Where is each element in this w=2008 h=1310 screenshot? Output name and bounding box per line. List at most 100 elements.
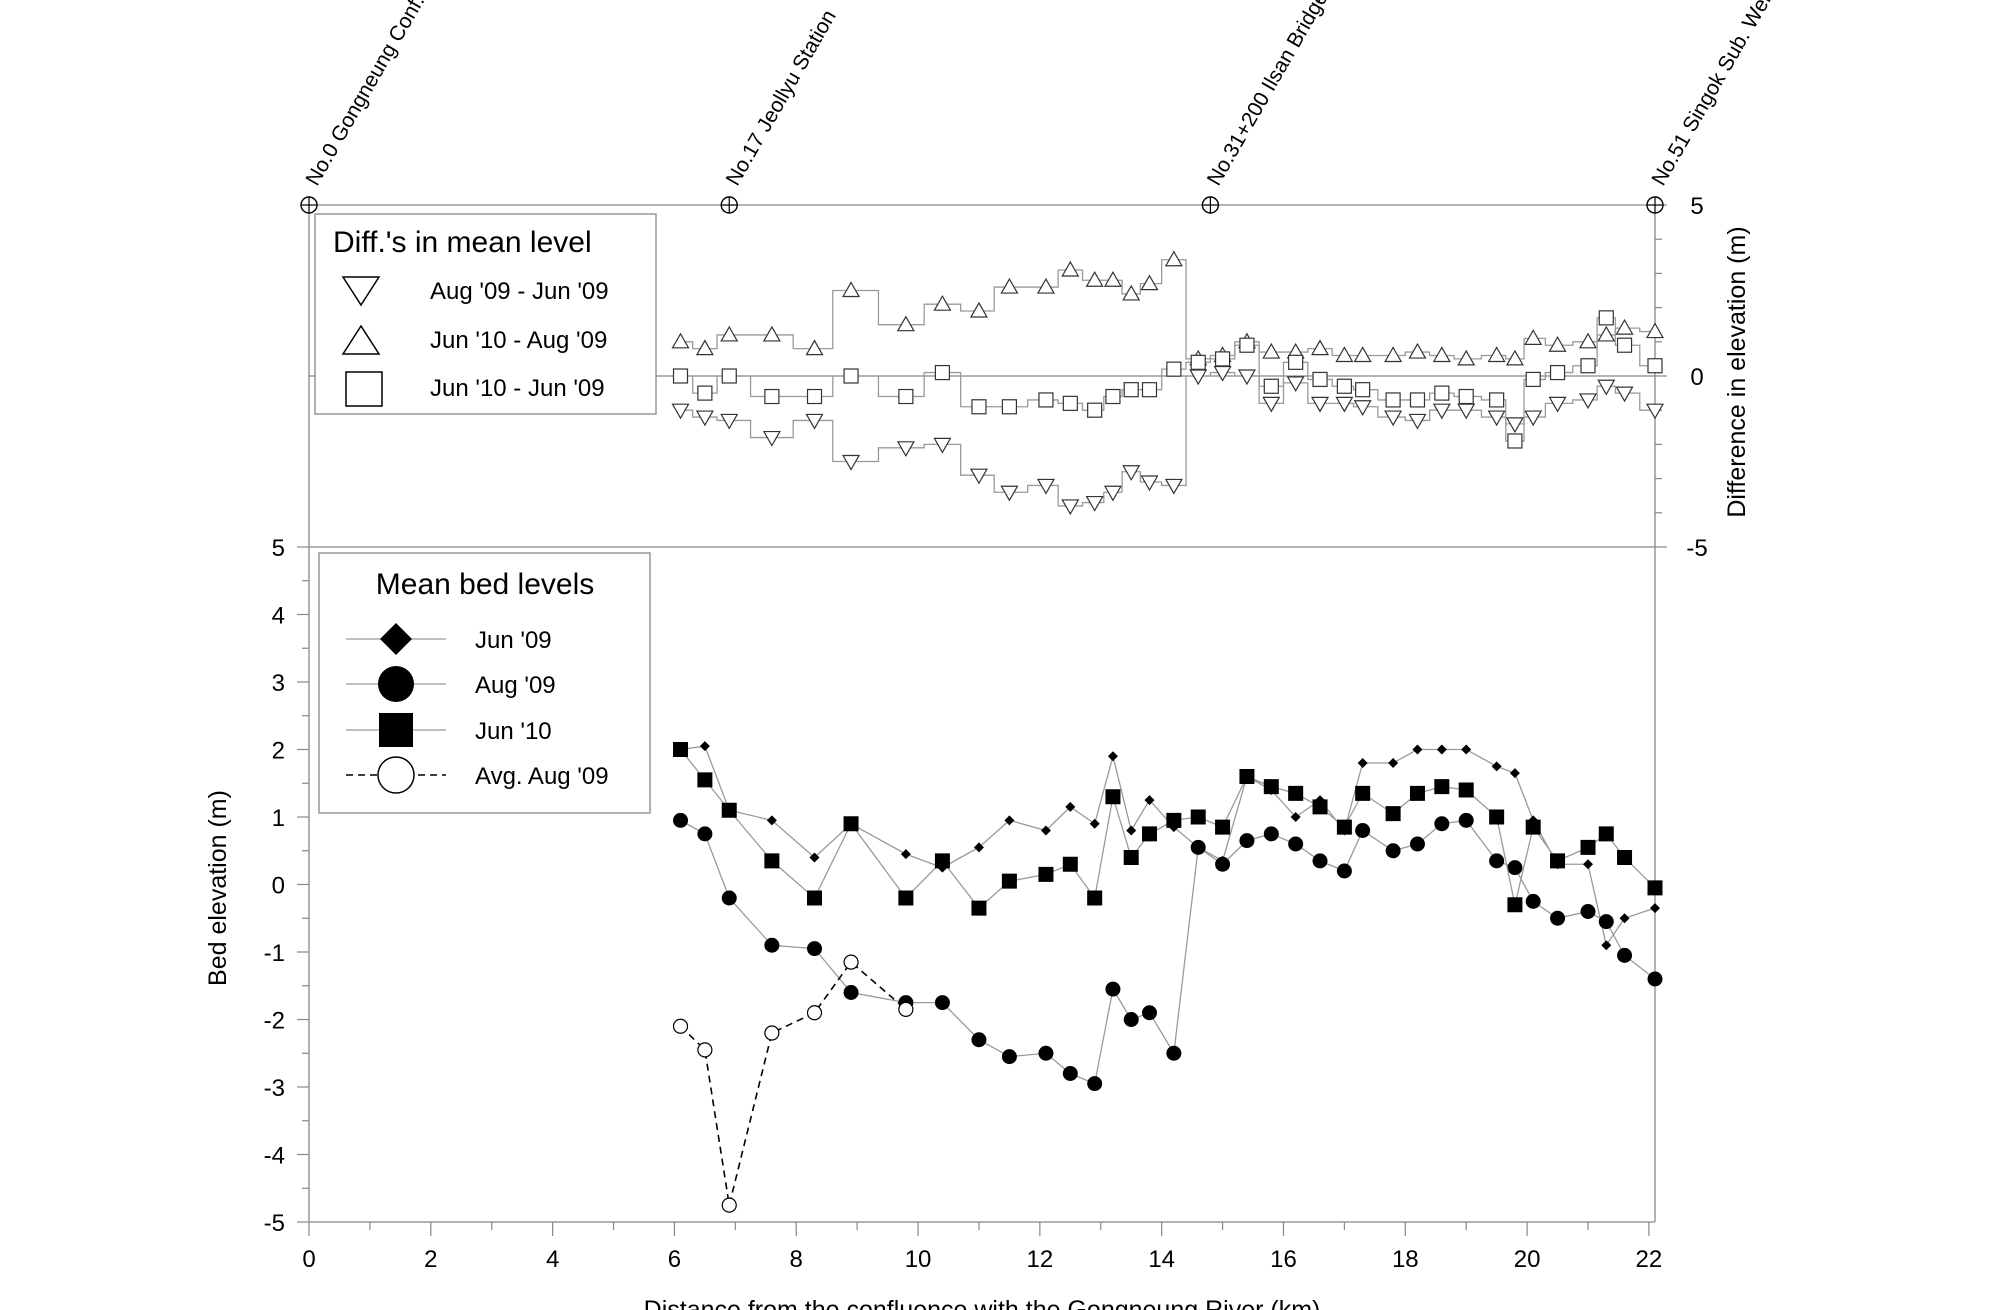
difference-data-point [721,368,737,384]
difference-data-point [1549,364,1566,381]
difference-data-point [1087,402,1103,418]
bed-level-data-point [807,941,823,957]
difference-data-point [1487,410,1506,427]
difference-data-point [1263,378,1279,394]
bed-level-data-point [721,802,737,818]
bed-level-data-point [1619,913,1630,924]
difference-data-point [896,315,915,332]
difference-data-point [1061,499,1080,516]
bed-level-data-point [1458,812,1474,828]
bed-level-data-point [1001,1049,1017,1065]
bed-level-data-point [1385,843,1401,859]
difference-data-point [1122,465,1141,481]
difference-data-point [1548,336,1567,352]
difference-data-point [933,437,952,454]
difference-data-point [969,301,988,318]
bed-elevation-y-tick-label: 1 [272,805,285,832]
bed-elevation-y-tick-label: -3 [264,1075,285,1102]
bed-level-data-point [1336,863,1352,879]
bed-levels-legend-label: Jun '10 [475,718,552,745]
bed-level-data-point [843,816,859,832]
difference-data-point [1489,392,1505,408]
distance-x-tick-label: 16 [1270,1246,1297,1273]
difference-data-point [1000,485,1019,502]
bed-elevation-y-tick-label: -5 [264,1210,285,1237]
bed-level-data-point [1550,853,1566,869]
difference-data-point [1189,369,1208,386]
difference-data-point [1122,284,1141,301]
bed-level-data-point [1087,1076,1103,1092]
bed-level-data-point [1107,751,1118,762]
bed-level-data-point [673,812,689,828]
bed-level-data-point [721,1197,737,1213]
difference-data-point [806,388,823,405]
difference-y-tick-label: 0 [1690,364,1703,391]
bed-level-data-point [1580,839,1596,855]
bed-level-data-point [1507,860,1523,876]
bed-level-data-point [1312,799,1328,815]
bed-level-data-point [1617,947,1633,963]
difference-data-point [1140,475,1159,492]
bed-level-data-point [1215,856,1231,872]
bed-level-data-point [1190,809,1206,825]
bed-level-data-point [971,1032,987,1048]
difference-data-point [1335,346,1354,363]
difference-data-point [969,468,988,485]
bed-level-data-point [1507,897,1523,913]
distance-x-tick-label: 10 [905,1246,932,1273]
bed-level-data-point [934,853,950,869]
bed-level-data-point [1509,768,1520,779]
bed-level-data-point [1089,818,1100,829]
bed-level-data-point [1105,981,1121,997]
bed-level-data-point [1290,812,1301,822]
bed-level-data-point [1001,873,1017,889]
difference-legend-title: Diff.'s in mean level [333,226,592,259]
bed-level-data-point [1357,758,1368,768]
difference-series-1 [671,250,1665,366]
difference-data-point [1408,413,1427,430]
bed-level-data-point [1288,785,1304,801]
difference-data-point [1647,358,1663,374]
difference-data-point [1355,382,1371,398]
difference-data-point [1645,403,1665,420]
bed-level-data-point [809,852,820,863]
bed-level-data-point [1105,789,1121,805]
difference-data-point [1597,379,1616,396]
legend-circle-filled-icon [378,666,414,702]
difference-y-tick-label: 5 [1690,193,1703,220]
bed-level-data-point [1040,825,1051,836]
difference-data-point [1166,361,1182,377]
difference-data-point [1286,376,1305,393]
difference-data-point [896,441,915,458]
distance-x-tick-label: 18 [1392,1246,1419,1273]
difference-data-point [720,413,739,430]
bed-level-data-point [843,985,859,1000]
bed-level-data-point [1647,971,1663,987]
bed-elevation-y-tick-label: -2 [264,1008,285,1035]
bed-level-data-point [1336,819,1352,835]
difference-data-point [1310,339,1330,356]
bed-level-data-point [1409,785,1425,801]
bed-elevation-y-tick-label: -1 [264,940,285,967]
bed-level-data-point [898,1001,914,1017]
distance-x-tick-label: 8 [790,1246,803,1273]
bed-level-data-point [1598,826,1614,842]
bed-levels-legend: Mean bed levels Jun '09 Aug '09 Jun '10 … [318,552,651,814]
bed-level-data-point [1288,836,1304,852]
difference-data-point [1239,337,1255,353]
bed-level-data-point [1062,1066,1078,1081]
difference-series-2 [672,310,1663,449]
bed-level-data-point [1141,1005,1157,1021]
bed-level-data-point [934,995,950,1011]
difference-data-point [1409,392,1426,408]
bed-level-data-point [1409,836,1425,852]
difference-legend-label: Jun '10 - Jun '09 [430,375,605,402]
bed-levels-legend-label: Aug '09 [475,672,556,699]
bed-level-data-point [1583,859,1594,870]
bed-level-data-point [1617,850,1633,865]
bed-level-series-2 [673,742,1663,916]
bed-elevation-y-axis-title: Bed elevation (m) [204,790,232,986]
difference-data-point [1123,382,1139,398]
